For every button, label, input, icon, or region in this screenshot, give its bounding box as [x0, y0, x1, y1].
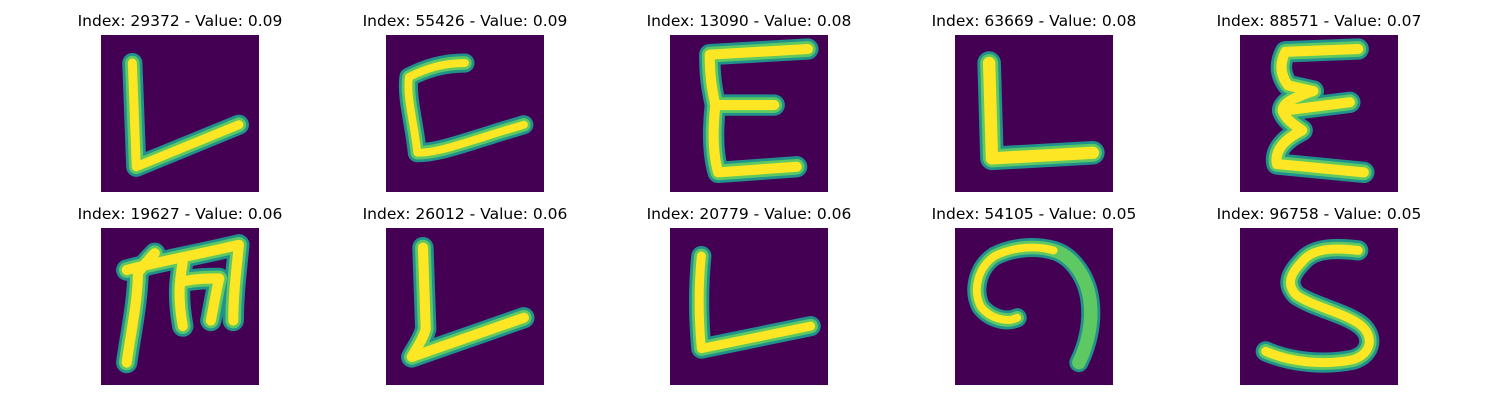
glyph-image: [386, 228, 544, 385]
panel-title: Index: 13090 - Value: 0.08: [646, 12, 852, 30]
panel-title: Index: 55426 - Value: 0.09: [362, 12, 568, 30]
panel-title: Index: 63669 - Value: 0.08: [931, 12, 1137, 30]
glyph-image: [101, 35, 259, 192]
glyph-l: [689, 245, 821, 359]
glyph-image: [670, 35, 828, 192]
glyph-m: [116, 234, 250, 374]
glyph-c: [398, 53, 534, 163]
glyph-image: [955, 35, 1113, 192]
glyph-spiral: [967, 237, 1101, 373]
panel-title: Index: 26012 - Value: 0.06: [362, 205, 568, 223]
glyph-image: [101, 228, 259, 385]
glyph-image: [670, 228, 828, 385]
glyph-e: [699, 38, 819, 184]
panel-title: Index: 20779 - Value: 0.06: [646, 205, 852, 223]
glyph-l-slant: [401, 236, 535, 368]
panel-title: Index: 96758 - Value: 0.05: [1216, 205, 1422, 223]
glyph-epsilon: [1265, 38, 1375, 184]
glyph-l-slant: [122, 52, 249, 177]
glyph-image: [1240, 228, 1398, 385]
panel-title: Index: 29372 - Value: 0.09: [77, 12, 283, 30]
glyph-s: [1255, 238, 1380, 373]
glyph-image: [386, 35, 544, 192]
panel-title: Index: 54105 - Value: 0.05: [931, 205, 1137, 223]
glyph-image: [1240, 35, 1398, 192]
panel-title: Index: 88571 - Value: 0.07: [1216, 12, 1422, 30]
glyph-image: [955, 228, 1113, 385]
glyph-l: [977, 51, 1105, 171]
panel-title: Index: 19627 - Value: 0.06: [77, 205, 283, 223]
